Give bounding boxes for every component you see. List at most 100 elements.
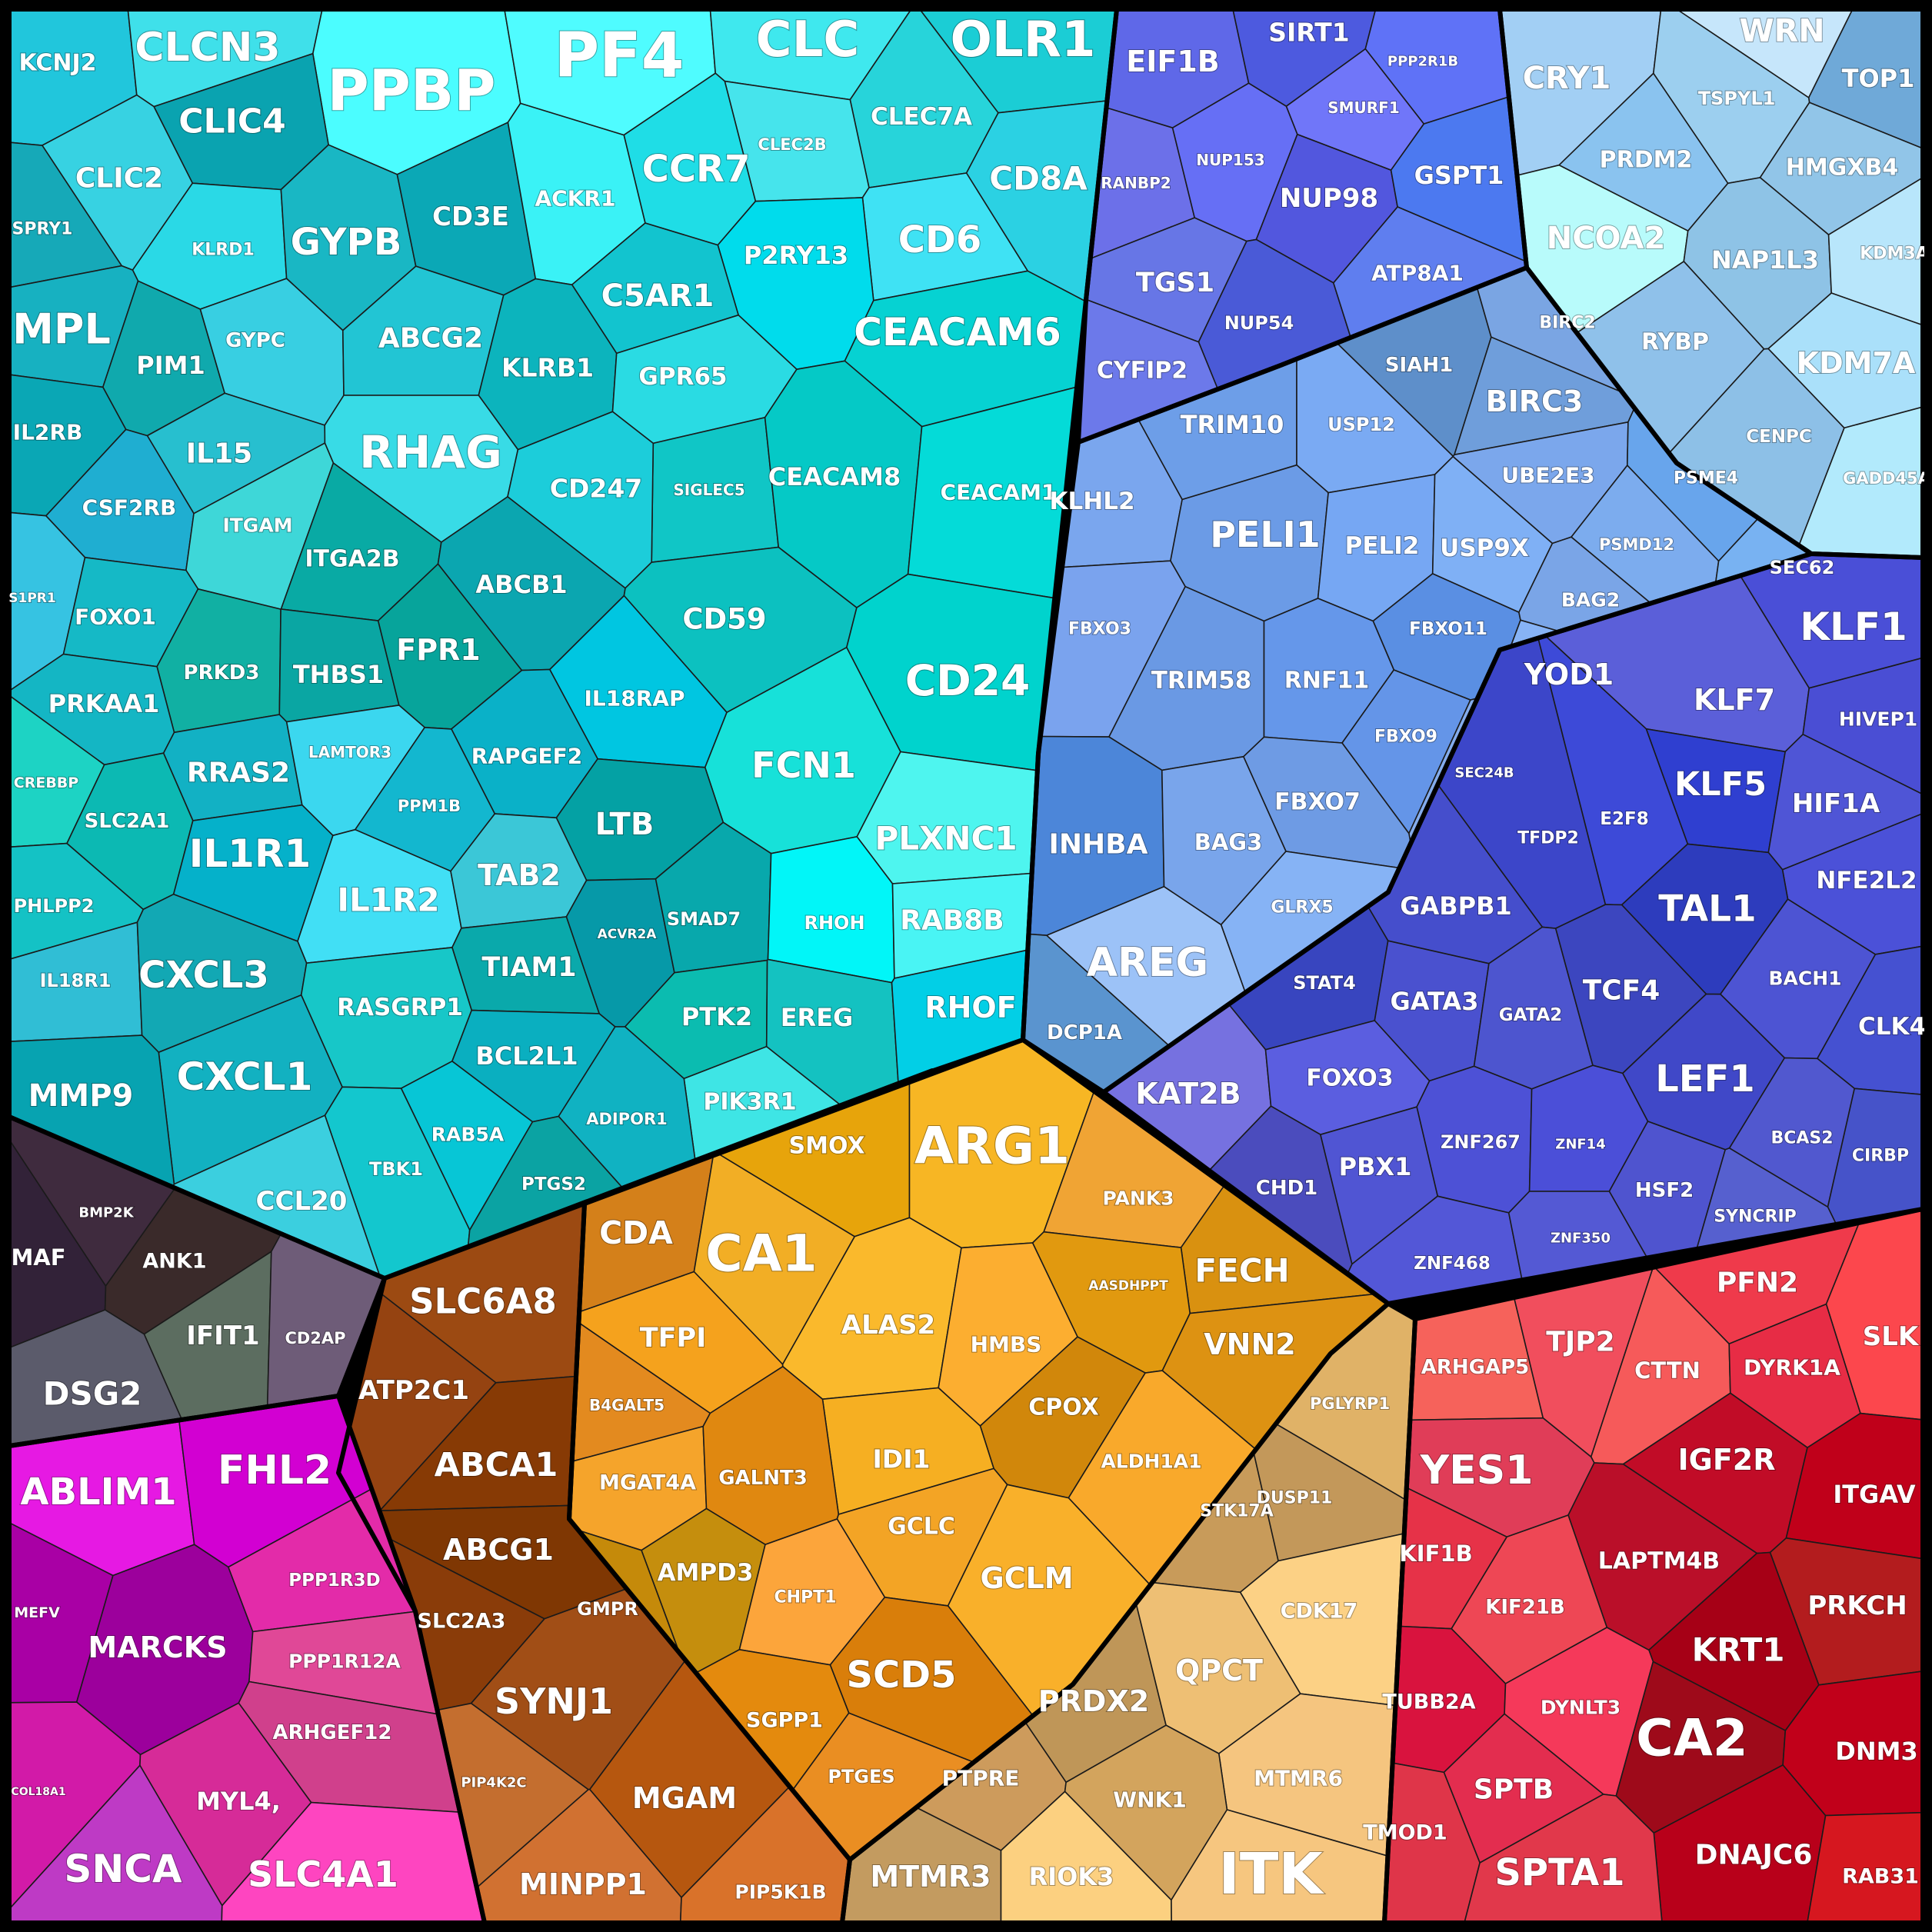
label-fbxo11: FBXO11 [1409,619,1487,639]
label-slc6a8: SLC6A8 [409,1281,557,1322]
label-itgam: ITGAM [222,515,292,537]
label-rasgrp1: RASGRP1 [337,994,463,1021]
label-top1: TOP1 [1842,64,1915,93]
label-cyfip2: CYFIP2 [1097,358,1188,385]
label-il18r1: IL18R1 [40,970,112,991]
label-znf14: ZNF14 [1555,1137,1605,1153]
label-gmpr: GMPR [577,1598,638,1620]
label-gclm: GCLM [980,1561,1073,1595]
label-ereg: EREG [781,1003,854,1032]
label-atp8a1: ATP8A1 [1371,261,1464,286]
label-mtmr3: MTMR3 [870,1860,991,1894]
label-arhgef12: ARHGEF12 [273,1721,392,1744]
label-ackr1: ACKR1 [535,186,616,212]
label-ube2e3: UBE2E3 [1501,463,1594,488]
label-clec2b: CLEC2B [758,135,826,154]
label-rras2: RRAS2 [187,758,290,789]
label-klf7: KLF7 [1694,683,1775,717]
label-ppp2r1b: PPP2R1B [1387,54,1458,70]
label-pf4: PF4 [555,20,685,92]
group-dark-border [7,1114,387,1448]
label-csf2rb: CSF2RB [82,495,177,521]
label-smurf1: SMURF1 [1327,98,1400,117]
label-plxnc1: PLXNC1 [874,820,1017,858]
label-clic2: CLIC2 [75,163,163,195]
label-b4galt5: B4GALT5 [589,1396,665,1414]
label-ptgs2: PTGS2 [521,1174,586,1194]
label-gypc: GYPC [225,329,285,352]
label-bach1: BACH1 [1768,968,1841,990]
label-itgav: ITGAV [1833,1480,1916,1509]
label-dyrk1a: DYRK1A [1744,1355,1840,1381]
label-riok3: RIOK3 [1029,1862,1114,1891]
label-clk4: CLK4 [1858,1013,1926,1041]
label-idi1: IDI1 [873,1444,931,1474]
label-cd6: CD6 [898,218,981,261]
label-cenpc: CENPC [1746,427,1812,447]
label-ptk2: PTK2 [681,1002,752,1031]
label-ccl20: CCL20 [256,1186,348,1217]
label-hivep1: HIVEP1 [1839,708,1917,731]
label-klf5: KLF5 [1674,765,1767,804]
label-tbk1: TBK1 [369,1158,423,1180]
label-cpox: CPOX [1028,1394,1099,1421]
label-cdk17: CDK17 [1281,1600,1358,1624]
label-wrn: WRN [1739,12,1824,49]
label-kif21b: KIF21B [1485,1596,1565,1619]
label-yes1: YES1 [1420,1447,1534,1494]
label-cxcl3: CXCL3 [138,954,269,997]
label-qpct: QPCT [1175,1654,1263,1687]
label-inhba: INHBA [1049,829,1148,861]
label-nap1l3: NAP1L3 [1711,245,1819,275]
label-clic4: CLIC4 [178,102,286,142]
label-mefv: MEFV [14,1604,60,1621]
label-nup153: NUP153 [1196,151,1264,169]
label-ca2: CA2 [1636,1709,1747,1768]
label-psmd12: PSMD12 [1599,535,1674,554]
label-aasdhppt: AASDHPPT [1088,1278,1168,1294]
label-trim58: TRIM58 [1151,667,1252,695]
label-mgam: MGAM [632,1781,737,1815]
label-tfdp2: TFDP2 [1517,829,1579,848]
label-usp12: USP12 [1327,414,1395,435]
label-il2rb: IL2RB [13,420,83,445]
label-wnk1: WNK1 [1113,1787,1187,1813]
label-znf468: ZNF468 [1414,1254,1491,1274]
label-gspt1: GSPT1 [1414,161,1504,190]
label-bmp2k: BMP2K [78,1205,134,1221]
label-tcf4: TCF4 [1583,975,1661,1007]
label-foxo1: FOXO1 [75,605,156,630]
label-tjp2: TJP2 [1546,1327,1614,1358]
label-e2f8: E2F8 [1600,809,1648,829]
label-eif1b: EIF1B [1126,45,1219,78]
label-ppm1b: PPM1B [398,797,461,815]
label-sec24b: SEC24B [1454,765,1514,781]
label-slc2a1: SLC2A1 [85,810,170,833]
label-ppbp: PPBP [327,58,495,124]
label-slc2a3: SLC2A3 [418,1610,506,1634]
label-rhof: RHOF [924,991,1016,1024]
label-col18a1: COL18A1 [11,1786,65,1798]
label-vnn2: VNN2 [1204,1327,1295,1361]
label-ppp1r3d: PPP1R3D [288,1571,380,1591]
label-kdm3a: KDM3A [1860,245,1929,264]
label-tal1: TAL1 [1658,888,1756,931]
label-slk: SLK [1863,1321,1920,1352]
label-glrx5: GLRX5 [1271,898,1333,918]
label-fpr1: FPR1 [396,633,481,667]
label-cd2ap: CD2AP [285,1329,345,1347]
label-fech: FECH [1194,1252,1289,1290]
label-rhoh: RHOH [804,912,864,934]
label-rab8b: RAB8B [900,905,1004,937]
label-rhag: RHAG [359,426,502,478]
label-ceacam8: CEACAM8 [768,462,901,491]
label-siah1: SIAH1 [1385,354,1453,377]
label-abcb1: ABCB1 [475,570,567,599]
label-il1r1: IL1R1 [189,831,311,876]
label-synj1: SYNJ1 [495,1681,613,1722]
label-phlpp2: PHLPP2 [14,895,95,917]
label-cirbp: CIRBP [1852,1147,1909,1166]
label-smox: SMOX [788,1133,864,1160]
label-prkd3: PRKD3 [184,661,260,685]
